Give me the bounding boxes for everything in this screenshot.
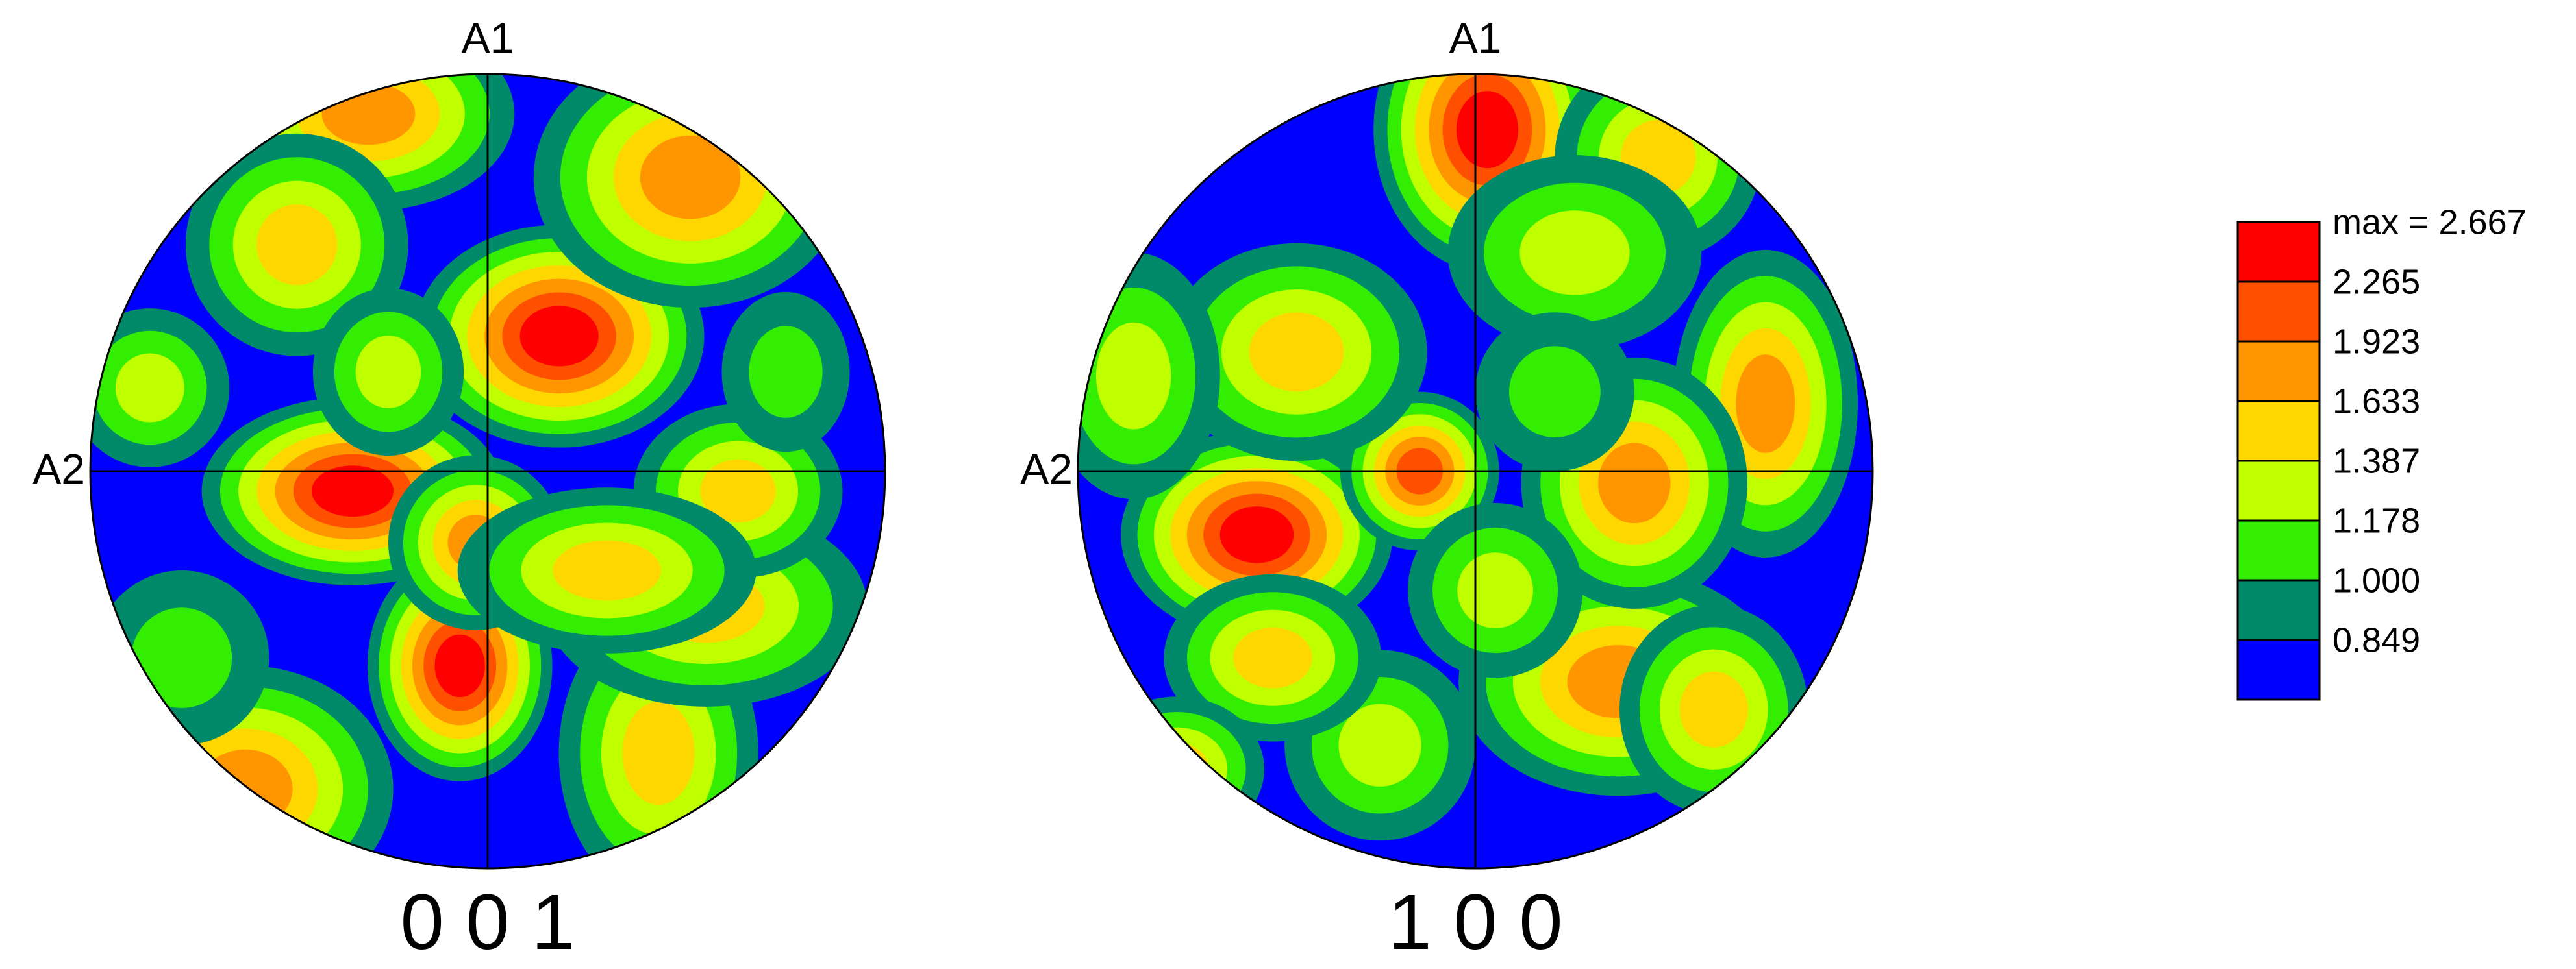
legend-label: 1.633 <box>2332 382 2420 421</box>
axis-label: A1 <box>462 14 514 62</box>
legend-label: 1.000 <box>2332 561 2420 600</box>
legend-label: 0.849 <box>2332 620 2420 659</box>
contour-region <box>1249 312 1344 392</box>
contour-region <box>1598 443 1671 524</box>
contour-region <box>172 728 318 850</box>
contour-region <box>355 336 421 408</box>
contour-region <box>1519 210 1630 295</box>
figure-title: 1 0 0 <box>1388 877 1562 966</box>
contour-region <box>1233 627 1312 689</box>
contour-region <box>311 465 394 517</box>
legend: max = 2.667 2.265 1.923 1.633 1.387 1.178 1.00… <box>2236 202 2527 701</box>
contour-region <box>256 204 338 286</box>
legend-label: 1.923 <box>2332 322 2420 361</box>
axis-label: A1 <box>1449 14 1502 62</box>
legend-label: max = 2.667 <box>2332 202 2527 241</box>
pole-figure: A1 A2 0 0 1 <box>32 14 886 966</box>
contour-region <box>1509 346 1601 437</box>
legend-swatch <box>2236 519 2321 582</box>
legend-label: 1.387 <box>2332 441 2420 480</box>
contour-region <box>1457 552 1533 628</box>
contour-region <box>1095 322 1171 430</box>
legend-swatch <box>2236 460 2321 522</box>
contour-region <box>700 459 776 523</box>
contour-region <box>1679 671 1748 748</box>
figure-title: 0 0 1 <box>400 877 575 966</box>
contour-region <box>115 353 184 423</box>
legend-swatch <box>2236 639 2321 701</box>
contour-region <box>197 749 293 829</box>
contour-region <box>1219 506 1294 563</box>
legend-swatch <box>2236 579 2321 641</box>
contour-region <box>1145 742 1209 796</box>
contour-region <box>553 540 661 601</box>
contour-region <box>434 634 485 698</box>
contour-region <box>1338 704 1421 787</box>
contour-region <box>622 701 695 805</box>
legend-label: 2.265 <box>2332 262 2420 301</box>
legend-swatch <box>2236 400 2321 462</box>
contour-region <box>749 326 823 418</box>
contour-region <box>1736 354 1795 453</box>
axis-label: A2 <box>1020 445 1073 493</box>
contour-region <box>1456 91 1518 169</box>
legend-label: 1.178 <box>2332 501 2420 540</box>
contour-field <box>1078 74 1873 868</box>
pole-figure: A1 A2 1 0 0 <box>1020 14 1874 966</box>
legend-swatch <box>2236 221 2321 283</box>
axis-label: A2 <box>32 445 85 493</box>
contour-region <box>519 306 599 367</box>
contour-field <box>90 74 885 868</box>
contour-region <box>640 135 741 219</box>
legend-swatch <box>2236 280 2321 343</box>
contour-region <box>131 607 232 709</box>
legend-swatch <box>2236 340 2321 402</box>
